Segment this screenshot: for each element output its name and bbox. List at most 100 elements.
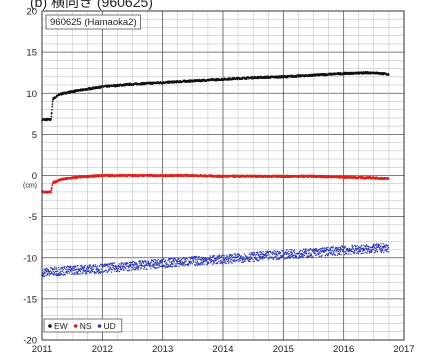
- data-point: [143, 260, 145, 262]
- data-point: [77, 273, 79, 275]
- data-point: [241, 261, 243, 263]
- data-point: [376, 251, 379, 253]
- data-point: [184, 263, 187, 266]
- data-point: [350, 248, 353, 251]
- data-point: [86, 269, 88, 271]
- data-point: [359, 246, 362, 248]
- data-point: [278, 251, 281, 253]
- data-point: [87, 268, 90, 270]
- data-point: [243, 253, 245, 255]
- data-point: [337, 250, 339, 253]
- data-point: [305, 251, 307, 253]
- data-point: [52, 268, 55, 270]
- data-point: [247, 256, 250, 259]
- data-point: [314, 254, 317, 256]
- data-point: [62, 271, 65, 273]
- data-point: [228, 259, 230, 262]
- data-point: [300, 249, 302, 252]
- data-point: [336, 249, 339, 251]
- data-point: [189, 263, 191, 265]
- data-point: [201, 263, 204, 265]
- data-point: [120, 265, 122, 267]
- data-point: [164, 261, 166, 263]
- data-point: [302, 253, 304, 255]
- data-point: [121, 262, 123, 264]
- title-box: [45, 14, 142, 30]
- data-point: [250, 252, 252, 254]
- data-point: [213, 261, 215, 264]
- data-point: [372, 243, 375, 245]
- data-point: [384, 249, 386, 252]
- data-point: [158, 266, 160, 268]
- data-point: [378, 246, 380, 248]
- data-point: [162, 258, 165, 260]
- data-point: [222, 261, 224, 264]
- data-point: [216, 256, 218, 259]
- data-point: [348, 253, 350, 255]
- data-point: [154, 264, 156, 266]
- data-point: [88, 270, 90, 272]
- data-point: [98, 269, 100, 271]
- data-point: [221, 263, 223, 265]
- data-point: [248, 253, 250, 255]
- data-point: [352, 248, 355, 250]
- data-point: [384, 248, 386, 250]
- data-point: [303, 248, 305, 250]
- data-point: [357, 247, 359, 249]
- data-point: [290, 255, 293, 257]
- data-point: [372, 249, 374, 251]
- data-point: [63, 266, 66, 268]
- data-point: [112, 266, 115, 268]
- data-point: [383, 251, 385, 254]
- data-point: [255, 253, 257, 256]
- data-point: [285, 253, 287, 256]
- x-tick-label: 2011: [32, 344, 52, 355]
- legend-label-ns: NS: [80, 321, 92, 331]
- data-point: [231, 254, 233, 257]
- data-point: [275, 250, 277, 252]
- data-point: [193, 261, 195, 263]
- data-point: [77, 264, 79, 267]
- data-point: [48, 275, 50, 277]
- data-point: [192, 257, 194, 260]
- data-point: [259, 257, 261, 259]
- data-point: [183, 258, 185, 260]
- data-point: [206, 264, 208, 266]
- data-point: [213, 255, 216, 257]
- data-point: [67, 265, 69, 267]
- data-point: [87, 266, 89, 268]
- data-point: [70, 265, 72, 267]
- data-point: [356, 251, 359, 254]
- data-point: [309, 253, 311, 255]
- data-point: [317, 250, 320, 252]
- data-point: [184, 258, 186, 261]
- data-point: [170, 261, 172, 263]
- data-point: [192, 260, 195, 262]
- data-point: [53, 266, 56, 268]
- data-point: [202, 262, 204, 264]
- data-point: [278, 253, 280, 255]
- data-point: [260, 251, 263, 254]
- legend-marker-ew: [48, 324, 52, 328]
- data-point: [153, 259, 155, 261]
- data-point: [150, 261, 152, 264]
- data-point: [46, 270, 48, 273]
- data-point: [291, 249, 293, 251]
- y-tick-label: 20: [26, 7, 37, 18]
- data-point: [293, 249, 296, 251]
- data-point: [286, 249, 288, 251]
- data-point: [265, 254, 267, 257]
- data-point: [72, 269, 75, 271]
- data-point: [374, 252, 376, 254]
- data-point: [244, 260, 246, 262]
- data-point: [155, 267, 158, 269]
- data-point: [365, 245, 367, 247]
- data-point: [167, 265, 170, 268]
- data-point: [336, 250, 338, 252]
- data-point: [111, 269, 114, 271]
- y-tick-label: -5: [29, 212, 37, 223]
- data-point: [324, 255, 327, 257]
- data-point: [80, 264, 82, 267]
- data-point: [272, 251, 274, 253]
- data-point: [130, 263, 132, 266]
